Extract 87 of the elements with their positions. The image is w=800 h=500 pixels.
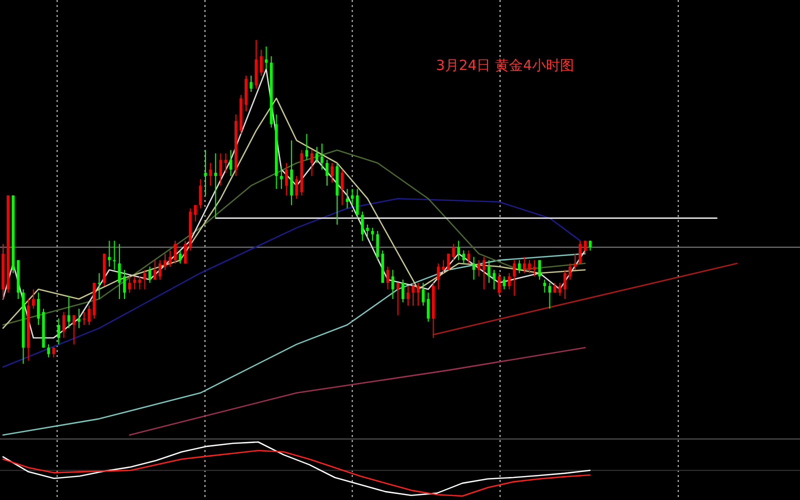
candlestick (512, 260, 516, 296)
candlestick (178, 250, 182, 264)
candlestick (184, 240, 187, 264)
candlestick (564, 269, 566, 300)
candlestick (320, 143, 324, 170)
candlestick (447, 253, 450, 270)
candlestick (72, 314, 76, 345)
candlestick (523, 256, 526, 274)
candlestick (488, 260, 490, 284)
candlestick (452, 243, 455, 261)
candlestick (371, 227, 374, 242)
candlestick (533, 260, 536, 277)
candlestick (138, 276, 142, 290)
candlestick (128, 276, 131, 294)
candlestick (133, 276, 136, 290)
candlestick (78, 308, 80, 329)
candlestick (416, 282, 420, 306)
candlestick (578, 240, 582, 264)
candlestick (280, 166, 283, 190)
candlestick (482, 256, 486, 290)
candlestick (168, 250, 172, 268)
candlestick (406, 286, 410, 306)
candlestick (396, 282, 400, 316)
candlestick (285, 162, 288, 196)
candlestick (67, 295, 70, 329)
candlestick (442, 260, 445, 274)
candlestick (574, 253, 576, 270)
candlestick (52, 347, 56, 358)
candlestick (214, 152, 217, 219)
candlestick (498, 272, 500, 296)
candlestick (376, 230, 379, 261)
candlestick (194, 204, 197, 222)
candlestick (568, 262, 572, 280)
candlestick (204, 150, 207, 196)
candlestick (386, 266, 390, 290)
candlestick (548, 282, 552, 310)
candlestick (37, 292, 40, 326)
candlestick (250, 75, 252, 92)
candlestick (361, 211, 364, 242)
candlestick (174, 240, 176, 264)
candlestick (402, 279, 404, 303)
candlestick (366, 224, 369, 238)
candlestick (502, 276, 506, 290)
candlestick (543, 279, 546, 294)
candlestick (462, 250, 466, 264)
candlestick (326, 159, 328, 186)
candlestick (391, 269, 394, 300)
candlestick (457, 240, 460, 261)
candlestick (57, 318, 60, 345)
candlestick (88, 304, 90, 326)
candlestick (477, 260, 480, 277)
candlestick (199, 178, 202, 209)
candlestick (153, 260, 156, 280)
candlestick (422, 282, 425, 306)
candlestick (47, 344, 50, 358)
candlestick (558, 282, 562, 296)
candlestick (315, 146, 318, 164)
text: 3月24日 黄金4小时图 (436, 58, 574, 74)
candlestick (112, 240, 116, 270)
candlestick (98, 272, 101, 300)
candlestick (472, 256, 476, 280)
candlestick (588, 240, 592, 251)
candlestick (412, 282, 414, 306)
candlestick (426, 292, 430, 322)
candlestick (143, 269, 146, 290)
candlestick (467, 250, 470, 264)
candlestick (158, 260, 162, 280)
candlestick (123, 269, 126, 300)
candlestick (32, 288, 35, 310)
candlestick (260, 49, 263, 76)
candlestick (118, 243, 121, 300)
candlestick (340, 169, 344, 206)
candlestick (584, 240, 587, 254)
candlestick (209, 162, 212, 186)
candlestick (330, 162, 334, 183)
candlestick (492, 269, 496, 290)
candlestick (518, 260, 521, 274)
candlestick (305, 133, 308, 160)
candlestick (164, 253, 166, 270)
candlestick (295, 175, 298, 200)
candlestick (356, 188, 359, 219)
candlestick (62, 311, 66, 338)
candlestick (436, 262, 440, 290)
candlestick (528, 260, 531, 274)
candlestick (82, 311, 86, 326)
candlestick (346, 188, 349, 209)
candlestick (538, 260, 541, 280)
